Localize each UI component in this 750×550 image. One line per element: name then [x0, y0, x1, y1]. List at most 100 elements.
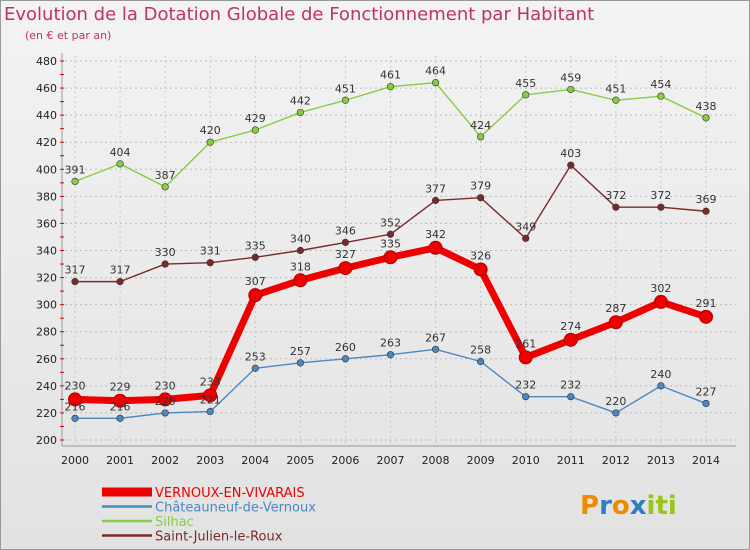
data-point: [477, 133, 485, 141]
legend: VERNOUX-EN-VIVARAISChâteauneuf-de-Vernou…: [102, 486, 316, 545]
legend-label: VERNOUX-EN-VIVARAIS: [155, 486, 305, 501]
data-point: [477, 357, 485, 366]
data-label: 291: [696, 297, 717, 310]
data-label: 331: [200, 245, 221, 258]
data-label: 349: [515, 220, 536, 233]
data-label: 372: [650, 189, 671, 202]
y-tick-label: 320: [36, 272, 57, 285]
data-point: [657, 92, 665, 100]
x-tick-label: 2002: [151, 454, 179, 467]
data-label: 369: [696, 193, 717, 206]
data-point: [203, 388, 218, 403]
data-point: [522, 393, 530, 401]
data-label: 340: [290, 233, 311, 246]
data-label: 233: [200, 375, 221, 388]
data-point: [341, 355, 350, 363]
y-tick-label: 360: [36, 217, 57, 230]
data-point: [206, 407, 214, 416]
legend-label: Silhac: [155, 515, 194, 530]
chart-title: Evolution de la Dotation Globale de Fonc…: [4, 4, 595, 25]
data-point: [567, 161, 575, 169]
data-label: 230: [155, 379, 176, 392]
data-point: [161, 183, 169, 191]
data-point: [248, 288, 263, 303]
data-point: [116, 278, 124, 286]
data-point: [116, 160, 124, 168]
data-label: 438: [696, 100, 717, 113]
data-label: 258: [470, 343, 491, 356]
data-label: 330: [155, 246, 176, 259]
y-tick-label: 200: [36, 434, 57, 447]
data-point: [161, 409, 169, 417]
y-tick-label: 460: [36, 82, 57, 95]
data-label: 387: [155, 169, 176, 182]
data-label: 461: [380, 69, 401, 82]
data-label: 216: [110, 400, 131, 413]
series-lines: [68, 79, 713, 422]
data-label: 253: [245, 350, 266, 363]
proxiti-logo: Proxiti: [580, 491, 677, 521]
data-label: 261: [515, 337, 536, 350]
data-point: [293, 273, 308, 288]
data-label: 317: [110, 264, 131, 277]
data-point: [612, 96, 620, 104]
y-tick-label: 220: [36, 407, 57, 420]
x-tick-label: 2007: [377, 454, 405, 467]
y-tick-label: 420: [36, 136, 57, 149]
data-point: [386, 83, 395, 91]
data-point: [567, 85, 575, 94]
axes: 200 220 240 260 280 300 320 340 360 380 400 420 440 4…: [36, 53, 736, 467]
data-point: [206, 259, 214, 267]
data-point: [296, 359, 304, 367]
x-tick-label: 2010: [512, 454, 540, 467]
y-tick-label: 400: [36, 163, 57, 176]
data-point: [699, 309, 713, 324]
gridlines: [65, 56, 736, 445]
data-point: [71, 414, 79, 422]
data-point: [158, 392, 173, 407]
data-point: [567, 393, 575, 401]
data-point: [251, 364, 259, 372]
data-point: [612, 409, 620, 417]
data-point: [702, 207, 710, 215]
data-label: 232: [560, 379, 581, 392]
data-point: [341, 96, 350, 104]
data-label: 287: [605, 302, 626, 315]
data-point: [518, 350, 533, 365]
data-point: [653, 294, 668, 309]
data-point: [161, 260, 169, 268]
data-label: 220: [605, 395, 626, 408]
data-point: [522, 91, 530, 99]
data-point: [296, 108, 304, 117]
data-point: [383, 250, 398, 265]
data-point: [431, 345, 440, 353]
data-label: 391: [65, 163, 86, 176]
data-label: 352: [380, 216, 401, 229]
data-label: 227: [696, 385, 717, 398]
data-point: [608, 315, 623, 330]
data-label: 372: [605, 189, 626, 202]
data-labels: 391 404 387 420 429 442 451 461 464 424 455 459 451 4…: [65, 65, 717, 414]
data-point: [477, 194, 485, 202]
data-point: [338, 261, 353, 276]
data-point: [71, 278, 79, 286]
x-tick-label: 2005: [286, 454, 314, 467]
data-label: 464: [425, 65, 446, 78]
data-label: 454: [650, 78, 671, 91]
x-tick-label: 2008: [422, 454, 450, 467]
data-point: [657, 203, 665, 211]
chart-subtitle: (en € et par an): [25, 29, 112, 42]
y-tick-label: 300: [36, 299, 57, 312]
data-label: 274: [560, 320, 581, 333]
data-point: [612, 203, 620, 211]
logo-letter: x: [629, 491, 647, 521]
data-point: [116, 414, 124, 422]
logo-letter: t: [655, 491, 668, 521]
x-tick-label: 2001: [106, 454, 134, 467]
data-point: [296, 246, 304, 255]
data-point: [522, 234, 530, 242]
logo-letter: P: [580, 491, 600, 521]
data-label: 221: [200, 394, 221, 407]
y-tick-label: 280: [36, 326, 57, 339]
